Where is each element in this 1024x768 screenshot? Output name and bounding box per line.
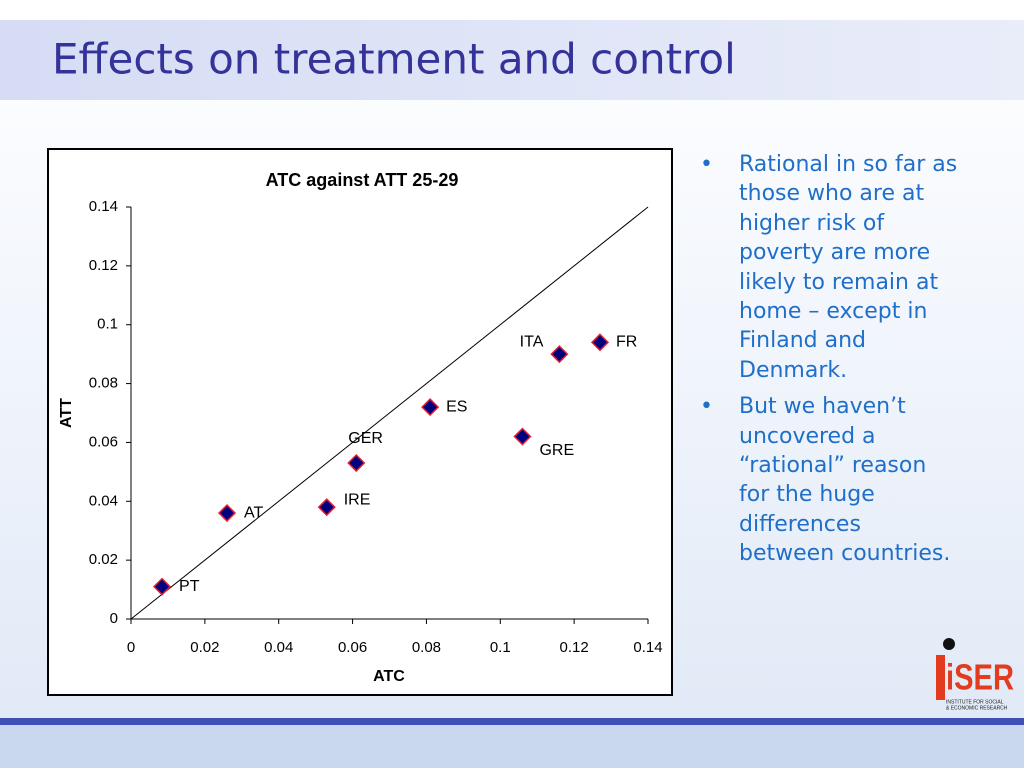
logo-dot [943, 638, 955, 650]
point [421, 398, 440, 417]
plot-area: 0 0.02 0.04 0.06 0.08 0.1 0.12 0.14 0 0.02 0.04 0.0… [89, 198, 663, 656]
x-tick-label: 0.12 [560, 639, 589, 656]
logo-bar [936, 655, 945, 700]
x-axis-label: ATC [373, 668, 405, 685]
x-tick-label: 0.14 [633, 639, 662, 656]
y-tick-label: 0.12 [89, 257, 118, 274]
point-label: ES [446, 398, 467, 415]
footer-bar [0, 718, 1024, 725]
point [550, 345, 569, 364]
point-label: AT [244, 504, 263, 521]
chart-frame [47, 148, 673, 696]
reference-line [130, 206, 649, 620]
bullet-list: Rational in so far as those who are at h… [700, 150, 962, 576]
y-tick-label: 0.04 [89, 492, 118, 509]
logo-subtitle: & ECONOMIC RESEARCH [946, 705, 1008, 711]
x-tick-label: 0.04 [264, 639, 293, 656]
footer-band [0, 725, 1024, 768]
x-tick-label: 0.1 [490, 639, 511, 656]
logo-subtitle: INSTITUTE FOR SOCIAL [946, 699, 1004, 705]
x-tick-label: 0 [127, 639, 135, 656]
point-label: FR [616, 334, 637, 351]
point [347, 453, 366, 473]
point-label: PT [179, 578, 200, 595]
point-label: GRE [539, 442, 574, 459]
y-tick-label: 0.06 [89, 433, 118, 450]
chart-title: ATC against ATT 25-29 [266, 170, 459, 190]
x-tick-label: 0.02 [190, 639, 219, 656]
logo: iSER INSTITUTE FOR SOCIAL & ECONOMIC RES… [936, 638, 1014, 711]
slide-title: Effects on treatment and control [52, 35, 736, 84]
y-tick-label: 0.14 [89, 198, 118, 215]
y-tick-label: 0.1 [97, 316, 118, 333]
title-band [0, 20, 1024, 100]
y-tick-label: 0.02 [89, 551, 118, 568]
point [317, 498, 336, 517]
x-tick-label: 0.06 [338, 639, 367, 656]
point [513, 427, 532, 446]
point [590, 333, 610, 352]
bullet: But we haven’t uncovered a “rational” re… [700, 392, 962, 568]
x-tick-label: 0.08 [412, 639, 441, 656]
point [152, 577, 172, 596]
bullet: Rational in so far as those who are at h… [700, 150, 962, 385]
point [217, 503, 237, 523]
point-label: GER [348, 430, 383, 447]
y-axis-label: ATT [58, 398, 75, 428]
logo-name: iSER [946, 657, 1014, 698]
point-label: ITA [520, 333, 544, 350]
y-tick-label: 0 [110, 610, 118, 627]
y-tick-label: 0.08 [89, 375, 118, 392]
point-label: IRE [344, 491, 371, 508]
